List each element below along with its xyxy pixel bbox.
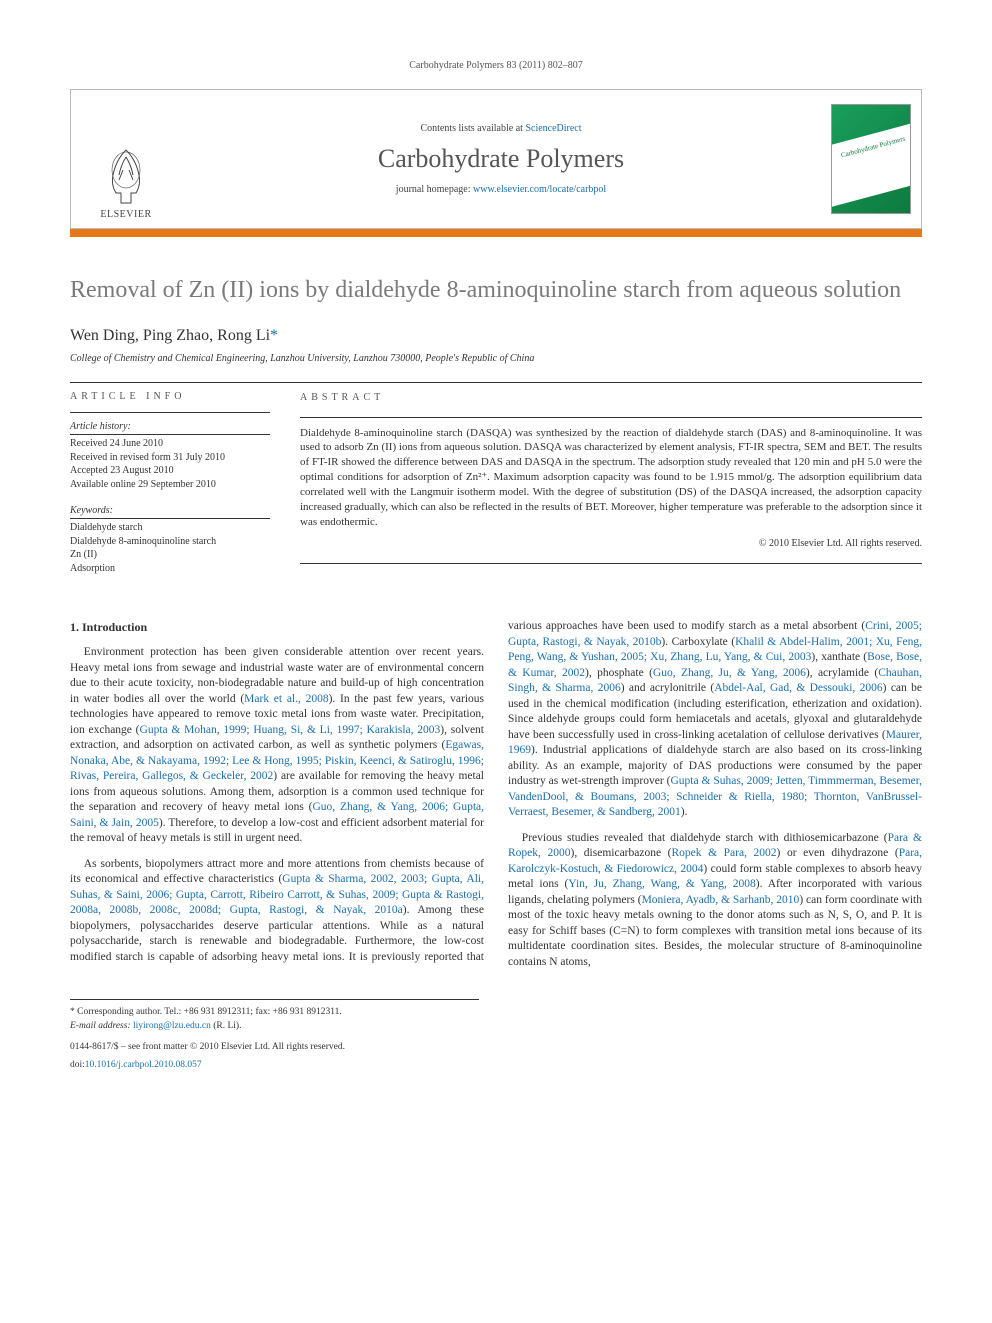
cover-thumb-label: Carbohydrate Polymers [840, 135, 906, 160]
journal-name: Carbohydrate Polymers [378, 144, 624, 174]
doi-link[interactable]: 10.1016/j.carbpol.2010.08.057 [85, 1060, 202, 1070]
keywords-label: Keywords: [70, 505, 270, 519]
publisher-label: ELSEVIER [100, 209, 151, 220]
authors-list: Wen Ding, Ping Zhao, Rong Li [70, 327, 270, 344]
email-label-i: E-mail address: [70, 1021, 133, 1031]
body-columns: 1. Introduction Environment protection h… [70, 619, 922, 973]
elsevier-tree-icon [101, 145, 151, 205]
p2e: ), xanthate ( [811, 651, 867, 663]
running-head: Carbohydrate Polymers 83 (2011) 802–807 [70, 60, 922, 71]
article-title: Removal of Zn (II) ions by dialdehyde 8-… [70, 275, 922, 305]
ref-p2-7[interactable]: Abdel-Aal, Gad, & Dessouki, 2006 [714, 682, 882, 694]
ref-p3-5[interactable]: Moniera, Ayadb, & Sarhanb, 2010 [642, 894, 800, 906]
ref-p3-4[interactable]: Yin, Ju, Zhang, Wang, & Yang, 2008 [568, 878, 755, 890]
article-info-col: article info Article history: Received 2… [70, 391, 270, 589]
contents-line: Contents lists available at ScienceDirec… [420, 123, 581, 134]
history-3: Available online 29 September 2010 [70, 478, 270, 492]
authors: Wen Ding, Ping Zhao, Rong Li* [70, 327, 922, 345]
kw-1: Dialdehyde 8-aminoquinoline starch [70, 535, 270, 549]
homepage-line: journal homepage: www.elsevier.com/locat… [396, 184, 606, 195]
rule-top [70, 382, 922, 383]
email-footnote: E-mail address: liyirong@lzu.edu.cn (R. … [70, 1020, 479, 1032]
p2h: ) and acrylonitrile ( [621, 682, 715, 694]
ref-p3-2[interactable]: Ropek & Para, 2002 [671, 847, 776, 859]
history-label: Article history: [70, 421, 270, 435]
journal-cover-thumb: Carbohydrate Polymers [831, 104, 911, 214]
abstract-col: abstract Dialdehyde 8-aminoquinoline sta… [300, 391, 922, 589]
email-link[interactable]: liyirong@lzu.edu.cn [133, 1021, 211, 1031]
cover-block: Carbohydrate Polymers [821, 90, 921, 228]
ref-p1-2[interactable]: Gupta & Mohan, 1999; Huang, Si, & Li, 19… [140, 724, 441, 736]
para-1: Environment protection has been given co… [70, 645, 484, 847]
masthead-center: Contents lists available at ScienceDirec… [181, 90, 821, 228]
p2d: ). Carboxylate ( [661, 636, 735, 648]
rule-info [70, 412, 270, 413]
email-suffix: (R. Li). [211, 1021, 242, 1031]
doi-label: doi: [70, 1060, 85, 1070]
history-0: Received 24 June 2010 [70, 437, 270, 451]
homepage-link[interactable]: www.elsevier.com/locate/carbpol [473, 184, 606, 195]
p2g: ), acrylamide ( [806, 667, 878, 679]
p2f: ), phosphate ( [585, 667, 653, 679]
p2k: ). [681, 806, 688, 818]
corr-mark: * [270, 327, 278, 344]
p3c: ) or even dihydrazone ( [777, 847, 899, 859]
publisher-block: ELSEVIER [71, 90, 181, 228]
rule-abs [300, 417, 922, 418]
kw-0: Dialdehyde starch [70, 521, 270, 535]
orange-divider [70, 229, 922, 237]
section-1-heading: 1. Introduction [70, 619, 484, 635]
footnotes: * Corresponding author. Tel.: +86 931 89… [70, 999, 479, 1071]
rule-abs-bottom [300, 563, 922, 564]
p3a: Previous studies revealed that dialdehyd… [522, 832, 888, 844]
kw-3: Adsorption [70, 562, 270, 576]
abstract-heading: abstract [300, 391, 922, 405]
sciencedirect-link[interactable]: ScienceDirect [525, 123, 581, 134]
history-1: Received in revised form 31 July 2010 [70, 451, 270, 465]
homepage-prefix: journal homepage: [396, 184, 473, 195]
keywords-block: Keywords: Dialdehyde starch Dialdehyde 8… [70, 505, 270, 575]
doi-line: doi:10.1016/j.carbpol.2010.08.057 [70, 1059, 479, 1071]
ref-p1-1[interactable]: Mark et al., 2008 [244, 693, 328, 705]
history-block: Article history: Received 24 June 2010 R… [70, 421, 270, 491]
issn-line: 0144-8617/$ – see front matter © 2010 El… [70, 1041, 479, 1053]
affiliation: College of Chemistry and Chemical Engine… [70, 353, 922, 364]
journal-masthead: ELSEVIER Contents lists available at Sci… [70, 89, 922, 229]
history-2: Accepted 23 August 2010 [70, 464, 270, 478]
kw-2: Zn (II) [70, 548, 270, 562]
abstract-copyright: © 2010 Elsevier Ltd. All rights reserved… [300, 537, 922, 551]
abstract-text: Dialdehyde 8-aminoquinoline starch (DASQ… [300, 426, 922, 530]
article-info-heading: article info [70, 391, 270, 402]
para-3: Previous studies revealed that dialdehyd… [508, 831, 922, 971]
p3b: ), disemicarbazone ( [571, 847, 672, 859]
contents-prefix: Contents lists available at [420, 123, 525, 134]
email-label: E-mail address: [70, 1021, 133, 1031]
corr-footnote: * Corresponding author. Tel.: +86 931 89… [70, 1006, 479, 1018]
ref-p2-5[interactable]: Guo, Zhang, Ju, & Yang, 2006 [653, 667, 806, 679]
